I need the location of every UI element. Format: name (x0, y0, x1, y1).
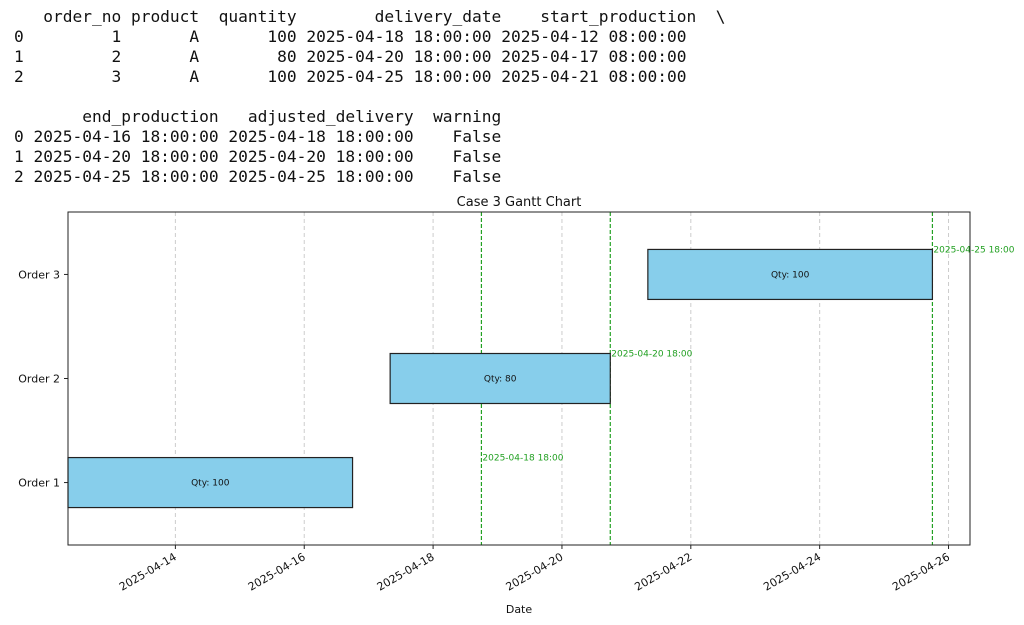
x-tick-label: 2025-04-24 (761, 550, 823, 593)
gantt-bar (389, 352, 611, 405)
y-tick-label: Order 2 (18, 373, 60, 386)
deadline-label: 2025-04-25 18:00 (933, 245, 1014, 255)
gantt-bar (67, 456, 354, 509)
dataframe-row: 1 2 A 80 2025-04-20 18:00:00 2025-04-17 … (14, 47, 687, 66)
dataframe-output-part1: order_no product quantity delivery_date … (14, 7, 725, 87)
dataframe-header: end_production adjusted_delivery warning (14, 107, 502, 126)
dataframe-output-part2: end_production adjusted_delivery warning… (14, 107, 501, 187)
deadline-label: 2025-04-20 18:00 (611, 350, 692, 360)
dataframe-row: 2 2025-04-25 18:00:00 2025-04-25 18:00:0… (14, 167, 502, 186)
x-tick-label: 2025-04-16 (246, 550, 308, 593)
bar-label: Qty: 100 (771, 270, 810, 280)
x-tick-label: 2025-04-20 (504, 550, 566, 593)
gantt-bar (647, 248, 934, 301)
dataframe-row: 0 1 A 100 2025-04-18 18:00:00 2025-04-12… (14, 27, 687, 46)
dataframe-row: 1 2025-04-20 18:00:00 2025-04-20 18:00:0… (14, 147, 502, 166)
x-tick-label: 2025-04-18 (375, 550, 437, 593)
y-tick-label: Order 3 (18, 268, 60, 281)
dataframe-row: 2 3 A 100 2025-04-25 18:00:00 2025-04-21… (14, 67, 687, 86)
deadline-label: 2025-04-18 18:00 (482, 454, 563, 464)
dataframe-header: order_no product quantity delivery_date … (14, 7, 726, 26)
x-tick-label: 2025-04-22 (632, 550, 694, 593)
bar-label: Qty: 100 (191, 479, 230, 489)
bar-label: Qty: 80 (484, 375, 517, 385)
dataframe-row: 0 2025-04-16 18:00:00 2025-04-18 18:00:0… (14, 127, 502, 146)
x-tick-label: 2025-04-14 (117, 550, 179, 593)
x-axis-label: Date (506, 603, 533, 616)
x-tick-label: 2025-04-26 (890, 550, 952, 593)
y-tick-label: Order 1 (18, 477, 60, 490)
chart-title: Case 3 Gantt Chart (457, 195, 582, 210)
